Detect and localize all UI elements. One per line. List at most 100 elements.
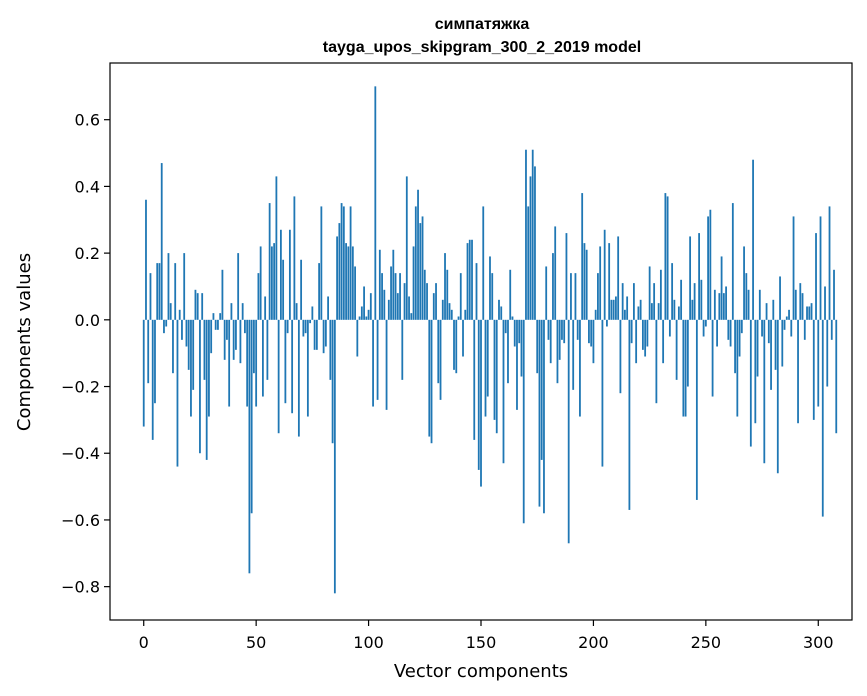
x-tick-label: 250	[691, 633, 722, 652]
bar	[565, 233, 568, 320]
x-tick-label: 100	[353, 633, 384, 652]
bar	[835, 319, 838, 434]
bar	[583, 243, 586, 320]
bar	[826, 319, 829, 387]
bar	[543, 319, 545, 514]
bar	[745, 273, 748, 320]
bar	[657, 303, 660, 320]
bar	[691, 299, 694, 320]
bar	[563, 319, 566, 344]
bar	[606, 319, 608, 327]
bar	[626, 296, 629, 320]
bar	[761, 319, 763, 337]
bar	[502, 319, 505, 464]
bar	[408, 296, 410, 320]
bar	[788, 309, 790, 320]
bar	[698, 233, 700, 320]
bar	[309, 319, 312, 324]
bar	[821, 319, 824, 517]
bar	[511, 316, 514, 320]
bar	[356, 319, 359, 357]
bar	[327, 296, 329, 320]
bar	[181, 319, 183, 340]
x-axis-label: Vector components	[394, 661, 568, 682]
bar	[383, 289, 386, 320]
bar	[250, 319, 253, 514]
bar	[345, 243, 347, 320]
bar	[235, 319, 237, 350]
bar	[592, 319, 595, 364]
bar	[538, 319, 541, 507]
bar	[594, 309, 597, 320]
bar	[446, 269, 449, 320]
bar	[558, 319, 561, 360]
bar	[534, 166, 536, 320]
bar	[552, 253, 554, 320]
bar	[441, 299, 444, 320]
bar	[255, 319, 258, 407]
bar	[435, 283, 437, 320]
bar	[372, 319, 374, 407]
bar	[329, 319, 332, 380]
bar	[765, 303, 768, 320]
x-tick-label: 50	[246, 633, 266, 652]
bar	[668, 319, 671, 337]
bar	[169, 303, 172, 320]
bar	[729, 319, 732, 347]
x-tick-label: 150	[466, 633, 497, 652]
bar	[455, 319, 458, 374]
bar	[358, 316, 361, 320]
bar	[291, 319, 294, 414]
bar	[633, 283, 635, 320]
bar	[142, 319, 145, 427]
bar	[734, 319, 736, 374]
bar	[520, 319, 523, 377]
bar	[163, 319, 165, 334]
bar	[426, 283, 428, 320]
bar	[585, 249, 588, 320]
bar	[374, 86, 377, 320]
bar	[419, 223, 422, 320]
bar	[801, 293, 804, 320]
bar	[212, 313, 215, 320]
y-tick-label: −0.6	[61, 511, 100, 530]
bar	[666, 196, 669, 320]
y-tick-label: 0.6	[75, 111, 100, 130]
bar	[165, 319, 168, 327]
bar	[466, 243, 469, 320]
bar	[695, 319, 698, 500]
bar	[754, 319, 757, 424]
bar	[680, 279, 683, 320]
bar	[579, 319, 581, 417]
bar	[457, 316, 460, 320]
bar	[430, 319, 433, 444]
bar	[797, 319, 799, 424]
bar	[480, 319, 482, 487]
bar	[403, 283, 406, 320]
bar	[617, 236, 620, 320]
bar	[525, 149, 527, 320]
bar	[731, 203, 734, 320]
bar	[803, 319, 806, 340]
bar	[396, 293, 399, 320]
bar	[313, 319, 316, 350]
bar	[700, 279, 703, 320]
bar	[376, 319, 379, 400]
bar	[518, 319, 521, 344]
bar	[500, 306, 503, 320]
y-axis-ticks: −0.8 −0.6 −0.4 −0.2 0.0 0.2 0.4 0.6	[61, 111, 110, 597]
y-tick-label: −0.2	[61, 378, 100, 397]
bar	[482, 206, 485, 320]
bar	[588, 319, 590, 344]
bar	[664, 193, 667, 320]
bar	[369, 293, 372, 320]
bar	[156, 263, 159, 320]
bar	[387, 299, 390, 320]
bar	[824, 286, 826, 320]
bar	[199, 319, 201, 454]
bar	[320, 206, 323, 320]
bar	[230, 303, 233, 320]
bar	[450, 309, 453, 320]
bar	[722, 293, 725, 320]
